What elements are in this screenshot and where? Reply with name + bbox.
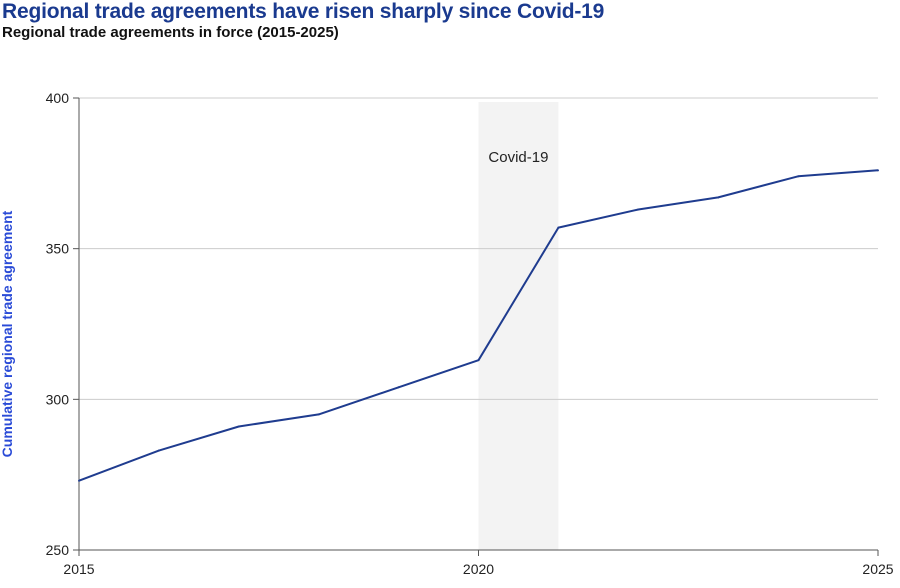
x-tick-label: 2025 [862, 561, 893, 577]
data-point-2018 [317, 413, 320, 416]
y-tick-label: 400 [46, 90, 70, 106]
data-point-2025 [877, 169, 879, 172]
data-point-2016 [157, 449, 160, 452]
labels: Covid-19 250 300 350 400 2015 2020 2025 [46, 90, 894, 577]
x-tick-label: 2015 [63, 561, 94, 577]
chart-subtitle: Regional trade agreements in force (2015… [2, 24, 339, 41]
data-point-2019 [397, 386, 400, 389]
axes [73, 97, 879, 556]
series-layer [78, 169, 879, 482]
data-point-2017 [237, 425, 240, 428]
y-tick-label: 300 [46, 391, 70, 407]
data-point-2021 [557, 226, 560, 229]
data-point-2022 [637, 208, 640, 211]
y-axis-label: Cumulative regional trade agreement [0, 210, 15, 457]
covid-shade-layer [478, 102, 559, 550]
data-point-2024 [797, 175, 800, 178]
covid-annotation-label: Covid-19 [488, 149, 548, 166]
data-point-2015 [78, 479, 80, 482]
y-tick-label: 250 [46, 542, 70, 558]
gridlines [79, 97, 878, 400]
chart-title: Regional trade agreements have risen sha… [2, 0, 605, 23]
x-tick-label: 2020 [463, 561, 494, 577]
covid-shaded-band [478, 102, 559, 550]
y-tick-label: 350 [46, 241, 70, 257]
data-point-2023 [717, 196, 720, 199]
data-point-2020 [477, 359, 480, 362]
